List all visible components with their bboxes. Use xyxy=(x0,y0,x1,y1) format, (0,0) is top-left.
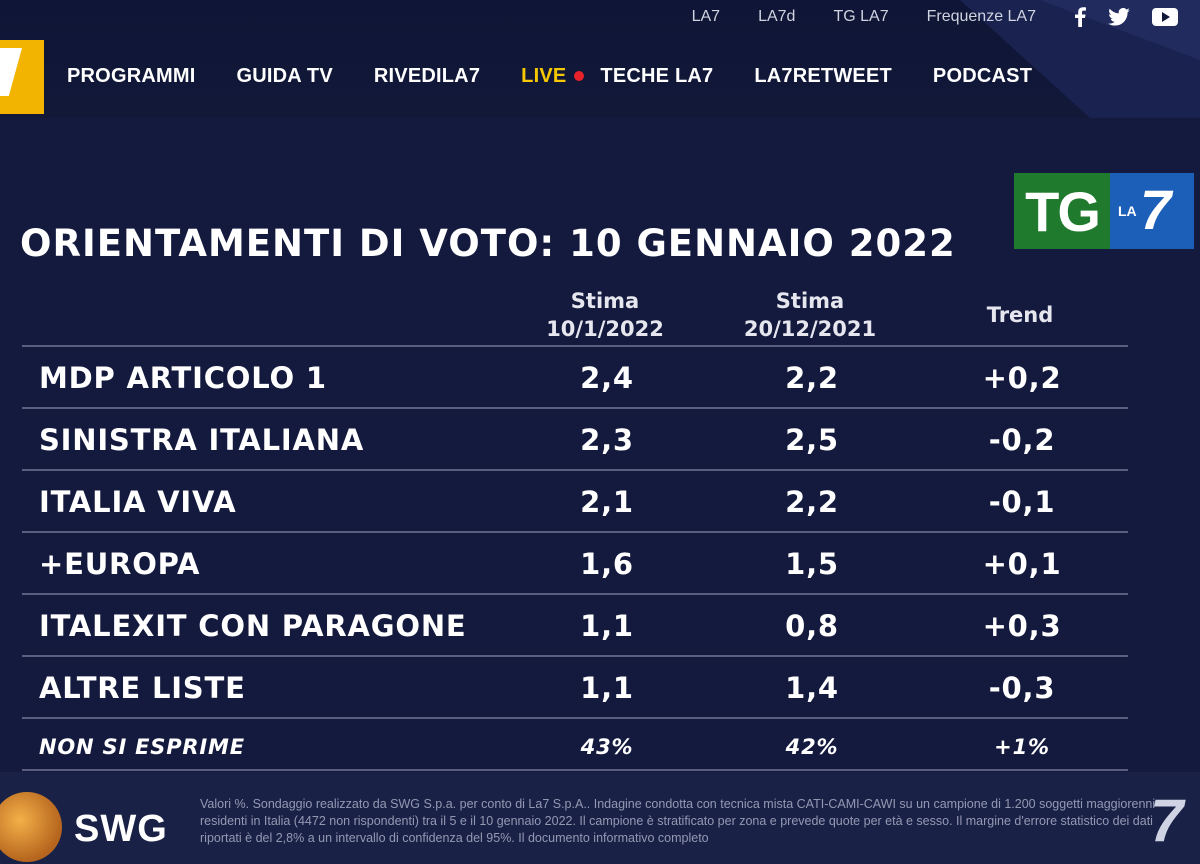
estimate-previous: 2,5 xyxy=(785,423,839,457)
table-row: ITALIA VIVA 2,1 2,2 -0,1 xyxy=(22,471,1128,533)
estimate-current: 1,1 xyxy=(580,671,634,705)
party-name: ITALEXIT CON PARAGONE xyxy=(39,609,467,643)
column-header-line1: Stima xyxy=(570,289,640,313)
tg-logo-la7: LA 7 xyxy=(1110,173,1194,249)
la7-corner-logo: 7 xyxy=(1150,787,1184,854)
top-link-la7[interactable]: LA7 xyxy=(691,8,721,25)
column-header-line2: 10/1/2022 xyxy=(546,317,664,341)
table-divider xyxy=(22,717,1128,719)
tg-logo-tg: TG xyxy=(1014,173,1110,249)
party-name: SINISTRA ITALIANA xyxy=(39,423,365,457)
estimate-current: 2,4 xyxy=(580,361,634,395)
table-divider xyxy=(22,345,1128,347)
trend-value: +0,2 xyxy=(982,361,1062,395)
estimate-previous: 0,8 xyxy=(785,609,839,643)
table-divider xyxy=(22,769,1128,771)
trend-value: -0,1 xyxy=(988,485,1056,519)
tg-logo-la: LA xyxy=(1118,203,1137,219)
top-link-la7d[interactable]: LA7d xyxy=(758,8,796,25)
nav-programmi[interactable]: PROGRAMMI xyxy=(67,64,196,87)
table-row: MDP ARTICOLO 1 2,4 2,2 +0,2 xyxy=(22,347,1128,409)
column-header-stima-current: Stima 10/1/2022 xyxy=(520,287,690,343)
party-name: +EUROPA xyxy=(39,547,201,581)
trend-value: -0,2 xyxy=(988,423,1056,457)
table-divider xyxy=(22,593,1128,595)
logo-slash xyxy=(0,48,22,96)
trend-value: +0,3 xyxy=(982,609,1062,643)
trend-value: +0,1 xyxy=(982,547,1062,581)
table-divider xyxy=(22,407,1128,409)
column-header-stima-previous: Stima 20/12/2021 xyxy=(715,287,905,343)
table-row-non-si-esprime: NON SI ESPRIME 43% 42% +1% xyxy=(22,719,1128,769)
estimate-current: 2,3 xyxy=(580,423,634,457)
estimate-current: 1,1 xyxy=(580,609,634,643)
la7-logo[interactable] xyxy=(0,40,44,114)
nav-podcast[interactable]: PODCAST xyxy=(932,64,1033,87)
nav-live[interactable]: LIVE xyxy=(521,64,567,87)
estimate-previous: 1,4 xyxy=(785,671,839,705)
estimate-current: 1,6 xyxy=(580,547,634,581)
column-header-line2: 20/12/2021 xyxy=(743,317,877,341)
table-row: SINISTRA ITALIANA 2,3 2,5 -0,2 xyxy=(22,409,1128,471)
column-header-line1: Trend xyxy=(986,303,1054,327)
table-divider xyxy=(22,469,1128,471)
table-divider xyxy=(22,531,1128,533)
trend-value: +1% xyxy=(994,735,1050,759)
top-link-frequenze[interactable]: Frequenze LA7 xyxy=(926,8,1036,25)
site-header: LA7 LA7d TG LA7 Frequenze LA7 PROGRAMMI … xyxy=(0,0,1200,118)
twitter-icon[interactable] xyxy=(1108,8,1130,26)
estimate-previous: 42% xyxy=(785,735,839,759)
table-row: ALTRE LISTE 1,1 1,4 -0,3 xyxy=(22,657,1128,719)
footer: SWG Valori %. Sondaggio realizzato da SW… xyxy=(0,772,1200,864)
party-name: ALTRE LISTE xyxy=(39,671,246,705)
swg-logo-text: SWG xyxy=(74,808,168,850)
youtube-icon[interactable] xyxy=(1152,8,1178,26)
table-row: +EUROPA 1,6 1,5 +0,1 xyxy=(22,533,1128,595)
party-name: NON SI ESPRIME xyxy=(39,735,245,759)
trend-value: -0,3 xyxy=(988,671,1056,705)
nav-teche-la7[interactable]: TECHE LA7 xyxy=(600,64,714,87)
estimate-current: 2,1 xyxy=(580,485,634,519)
party-name: MDP ARTICOLO 1 xyxy=(39,361,327,395)
estimate-current: 43% xyxy=(580,735,634,759)
top-link-tgla7[interactable]: TG LA7 xyxy=(833,8,889,25)
live-dot-icon xyxy=(574,71,585,81)
nav-guida-tv[interactable]: GUIDA TV xyxy=(236,64,333,87)
facebook-icon[interactable] xyxy=(1074,7,1086,27)
main-nav: PROGRAMMI GUIDA TV RIVEDILA7 LIVE TECHE … xyxy=(67,60,1073,92)
tg-la7-logo: TG LA 7 xyxy=(1014,173,1194,249)
party-name: ITALIA VIVA xyxy=(39,485,237,519)
estimate-previous: 2,2 xyxy=(785,485,839,519)
top-links-bar: LA7 LA7d TG LA7 Frequenze LA7 xyxy=(692,6,1200,28)
table-row: ITALEXIT CON PARAGONE 1,1 0,8 +0,3 xyxy=(22,595,1128,657)
tg-logo-seven: 7 xyxy=(1140,178,1172,241)
table-divider xyxy=(22,655,1128,657)
column-header-line1: Stima xyxy=(775,289,845,313)
nav-la7retweet[interactable]: LA7RETWEET xyxy=(754,64,892,87)
swg-logo-icon xyxy=(0,792,62,862)
page-title: ORIENTAMENTI DI VOTO: 10 GENNAIO 2022 xyxy=(20,222,956,265)
estimate-previous: 1,5 xyxy=(785,547,839,581)
estimate-previous: 2,2 xyxy=(785,361,839,395)
nav-rivedila7[interactable]: RIVEDILA7 xyxy=(373,64,481,87)
methodology-note: Valori %. Sondaggio realizzato da SWG S.… xyxy=(200,797,1156,845)
column-header-trend: Trend xyxy=(965,301,1075,329)
